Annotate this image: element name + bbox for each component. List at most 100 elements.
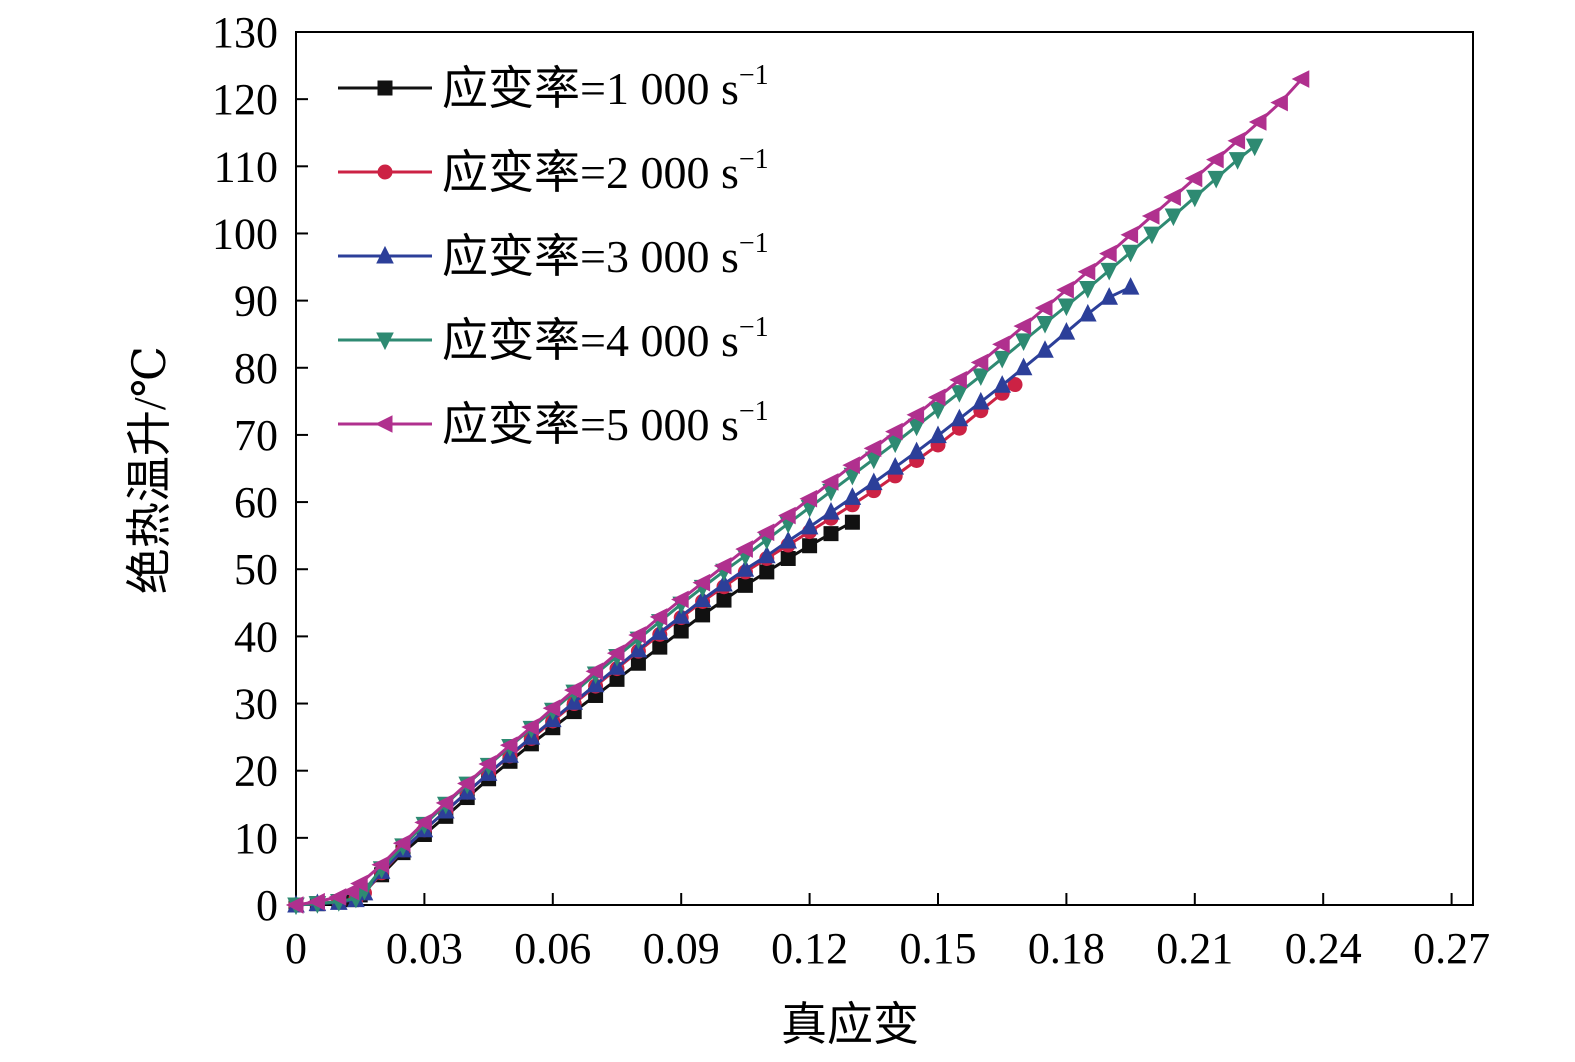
y-tick-label: 10	[234, 814, 278, 863]
data-point	[949, 371, 967, 389]
data-point	[1121, 244, 1140, 263]
series-line	[295, 285, 1132, 907]
data-point	[652, 639, 668, 655]
data-point	[672, 606, 691, 624]
data-point	[1207, 170, 1226, 189]
legend-label-text: 应变率=1 000 s	[442, 63, 739, 114]
y-tick-label: 60	[234, 478, 278, 527]
data-point	[779, 530, 798, 549]
legend-label-text: 应变率=2 000 s	[442, 147, 739, 198]
x-axis: 0 0.03 0.06 0.09 0.12 0.15 0.18 0.21 0.24 0.27	[285, 893, 1490, 973]
data-point	[414, 813, 432, 832]
data-point	[521, 718, 539, 736]
data-point	[1036, 315, 1054, 334]
data-point	[970, 353, 989, 372]
data-point	[1014, 357, 1033, 376]
data-point	[1291, 70, 1310, 88]
data-point	[1099, 244, 1117, 263]
x-axis-label: 真应变	[781, 999, 919, 1050]
data-point	[1078, 281, 1097, 299]
data-point	[992, 335, 1010, 354]
x-tick-label: 0	[285, 924, 307, 973]
data-point	[1141, 207, 1160, 225]
legend-label-superscript: −1	[739, 228, 769, 259]
x-tick-label: 0.15	[900, 924, 977, 973]
data-point	[1184, 169, 1203, 188]
data-point	[1245, 138, 1264, 157]
data-point	[649, 608, 668, 626]
series-layer	[285, 70, 1310, 916]
legend-label-text: 应变率=4 000 s	[442, 315, 739, 366]
y-tick-label: 0	[256, 881, 278, 930]
y-tick-label: 90	[234, 277, 278, 326]
data-point	[1056, 281, 1074, 299]
data-point	[1034, 299, 1053, 317]
x-tick-label: 0.09	[643, 924, 720, 973]
data-point	[780, 550, 796, 566]
data-point	[757, 545, 776, 564]
data-point	[799, 489, 818, 508]
data-point	[950, 408, 969, 427]
series-5	[285, 70, 1310, 914]
data-point	[1248, 113, 1267, 131]
x-tick-label: 0.24	[1285, 924, 1362, 973]
data-point	[929, 401, 947, 420]
data-point	[756, 523, 775, 542]
y-tick-label: 110	[214, 142, 278, 191]
x-tick-label: 0.27	[1413, 924, 1490, 973]
data-point	[350, 874, 368, 893]
legend-marker	[376, 245, 394, 264]
data-point	[737, 577, 753, 593]
data-point	[844, 514, 860, 530]
data-point	[864, 472, 883, 491]
y-tick-label: 130	[212, 8, 278, 57]
data-point	[392, 834, 411, 853]
data-point	[993, 375, 1012, 393]
legend-label: 应变率=1 000 s−1	[442, 60, 769, 114]
data-point	[1077, 262, 1096, 281]
data-point	[695, 607, 711, 623]
data-point	[693, 589, 712, 607]
plot-frame	[295, 31, 1474, 906]
data-point	[823, 526, 839, 542]
y-tick-label: 70	[234, 411, 278, 460]
data-point	[1007, 377, 1023, 393]
data-point	[671, 590, 689, 609]
data-point	[843, 487, 862, 505]
data-point	[692, 573, 711, 592]
data-point	[499, 736, 518, 754]
data-point	[435, 794, 454, 812]
data-point	[1100, 287, 1119, 305]
y-tick-label: 100	[212, 209, 278, 258]
legend-label: 应变率=4 000 s−1	[442, 312, 769, 366]
data-point	[1227, 131, 1246, 150]
legend-label-superscript: −1	[739, 396, 769, 427]
legend-marker	[376, 332, 394, 351]
data-point	[1013, 317, 1032, 335]
data-point	[842, 456, 860, 474]
legend-item: 应变率=1 000 s−1	[338, 60, 769, 114]
data-point	[542, 699, 561, 718]
data-point	[736, 559, 755, 577]
data-point	[328, 888, 347, 906]
data-point	[1164, 208, 1183, 227]
data-point	[927, 388, 946, 407]
legend-item: 应变率=2 000 s−1	[338, 144, 769, 198]
data-point	[1121, 277, 1140, 295]
y-tick-label: 120	[212, 75, 278, 124]
x-tick-label: 0.06	[514, 924, 591, 973]
data-point	[759, 564, 775, 580]
legend-item: 应变率=3 000 s−1	[338, 228, 769, 282]
data-point	[950, 385, 969, 403]
data-point	[564, 681, 582, 699]
data-point	[457, 774, 475, 793]
data-point	[907, 441, 926, 460]
y-tick-label: 40	[234, 612, 278, 661]
data-point	[628, 626, 646, 644]
legend-marker	[377, 80, 393, 96]
data-point	[1163, 188, 1181, 207]
y-axis-label: 绝热温升/℃	[124, 346, 175, 594]
data-point	[822, 502, 840, 520]
legend-item: 应变率=4 000 s−1	[338, 312, 769, 366]
